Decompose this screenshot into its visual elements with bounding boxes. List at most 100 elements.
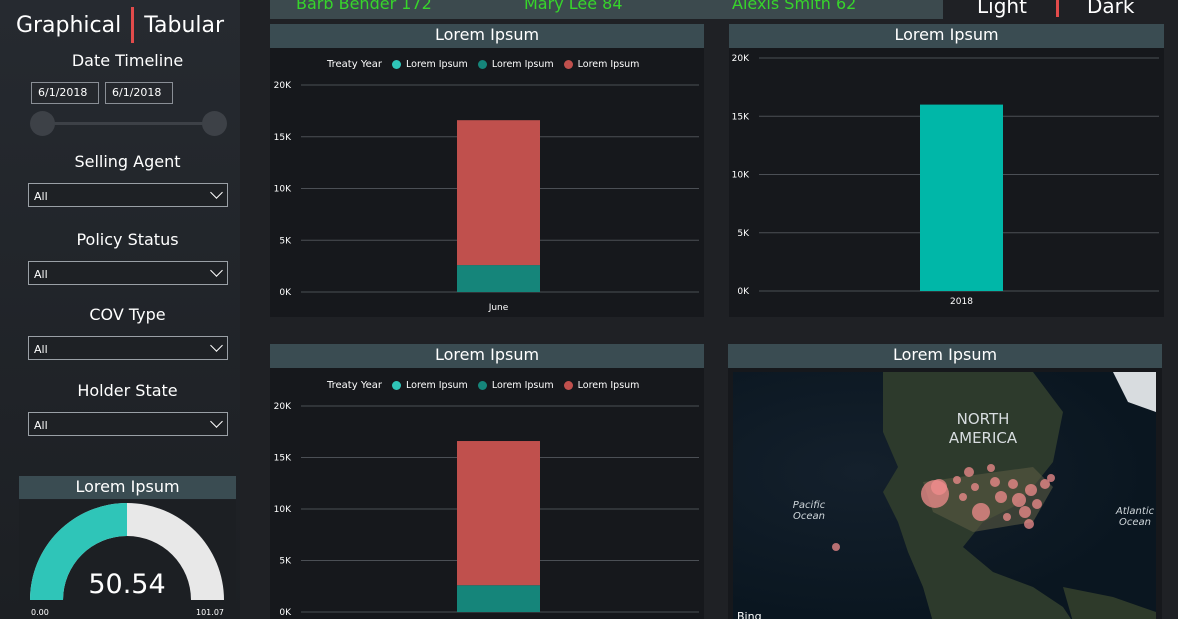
y-tick-label: 5K — [737, 229, 750, 239]
gauge-fill — [30, 503, 127, 600]
legend-item[interactable]: Lorem Ipsum — [392, 380, 468, 391]
stacked-bar-panel-bottom: Lorem Ipsum Treaty Year Lorem Ipsum Lore… — [270, 344, 704, 619]
map-panel: Lorem Ipsum NORTH AMERICA Pacific Ocean … — [728, 344, 1162, 619]
agent-ticker: Barb Bender 172 Mary Lee 84 Alexis Smith… — [270, 0, 943, 19]
map-continent-label: NORTH — [957, 410, 1010, 428]
map-bubble[interactable] — [959, 493, 967, 501]
legend-item[interactable]: Lorem Ipsum — [477, 59, 554, 70]
light-theme-button[interactable]: Light — [977, 0, 1027, 18]
map-ocean-label: Ocean — [793, 511, 825, 522]
legend-label: Lorem Ipsum — [577, 380, 640, 391]
map-bubble[interactable] — [971, 483, 979, 491]
legend-dot — [477, 381, 487, 390]
map-bubble[interactable] — [964, 467, 974, 477]
map-view[interactable]: NORTH AMERICA Pacific Ocean Atlantic Oce… — [733, 372, 1156, 619]
y-tick-label: 0K — [737, 287, 750, 297]
chevron-down-icon — [210, 264, 223, 277]
y-tick-label: 0K — [279, 288, 292, 298]
selling-agent-title: Selling Agent — [74, 152, 181, 171]
map-bubble[interactable] — [1025, 484, 1037, 496]
holder-state-dropdown[interactable]: All — [28, 412, 228, 436]
map-bubble[interactable] — [972, 503, 990, 521]
map-bubble[interactable] — [990, 477, 1000, 487]
date-slider-start-handle[interactable] — [30, 111, 55, 136]
holder-state-title: Holder State — [77, 381, 178, 400]
legend-dot — [392, 381, 401, 390]
map-bubble-layer — [832, 464, 1055, 551]
map-bubble[interactable] — [1040, 479, 1050, 489]
y-tick-label: 10K — [732, 171, 750, 181]
legend-label: Lorem Ipsum — [577, 59, 640, 70]
chevron-down-icon — [210, 415, 223, 428]
stacked-bar-chart: 0K 5K 10K 15K 20K June — [274, 81, 699, 313]
legend-label: Lorem Ipsum — [491, 380, 554, 391]
date-timeline-title: Date Timeline — [71, 51, 184, 70]
gauge-min-label: 0.00 — [31, 608, 49, 617]
y-tick-label: 10K — [274, 505, 292, 515]
map-bubble[interactable] — [953, 476, 961, 484]
map-ocean-label: Ocean — [1119, 517, 1151, 528]
map-bubble[interactable] — [1032, 499, 1042, 509]
end-date-input[interactable]: 6/1/2018 — [105, 82, 173, 104]
panel-title: Lorem Ipsum — [728, 344, 1162, 368]
map-bubble[interactable] — [1019, 506, 1031, 518]
selling-agent-dropdown[interactable]: All — [28, 183, 228, 207]
stacked-bar-panel-top: Lorem Ipsum Treaty Year Lorem Ipsum Lore… — [270, 24, 704, 317]
map-bubble[interactable] — [1047, 474, 1055, 482]
date-slider-end-handle[interactable] — [202, 111, 227, 136]
start-date-input[interactable]: 6/1/2018 — [31, 82, 99, 104]
bar-segment[interactable] — [457, 265, 540, 292]
legend-item[interactable]: Lorem Ipsum — [563, 380, 640, 391]
gauge-title: Lorem Ipsum — [19, 476, 236, 499]
map-bubble[interactable] — [931, 479, 947, 495]
theme-switch-divider — [1056, 0, 1059, 17]
dark-theme-button[interactable]: Dark — [1087, 0, 1135, 18]
y-tick-label: 0K — [279, 608, 292, 618]
cov-type-title: COV Type — [89, 305, 166, 324]
legend-dot — [477, 60, 487, 69]
map-bubble[interactable] — [832, 543, 840, 551]
gauge-chart: 50.54 0.00 101.07 — [19, 500, 236, 619]
bar-segment[interactable] — [457, 120, 540, 266]
bar-segment[interactable] — [457, 441, 540, 586]
gauge-max-label: 101.07 — [196, 608, 224, 617]
y-tick-label: 20K — [274, 402, 292, 412]
chevron-down-icon — [210, 339, 223, 352]
policy-status-dropdown[interactable]: All — [28, 261, 228, 285]
map-bubble[interactable] — [995, 491, 1007, 503]
map-bubble[interactable] — [1012, 493, 1026, 507]
y-tick-label: 20K — [732, 54, 750, 64]
tabular-view-button[interactable]: Tabular — [144, 12, 225, 38]
bar-segment[interactable] — [920, 104, 1003, 291]
map-provider-logo: Bing — [737, 610, 762, 619]
y-tick-label: 10K — [274, 185, 292, 195]
legend-title: Treaty Year — [327, 380, 382, 391]
legend-item[interactable]: Lorem Ipsum — [392, 59, 468, 70]
y-tick-label: 5K — [279, 557, 292, 567]
date-slider-track[interactable] — [42, 122, 214, 125]
policy-status-title: Policy Status — [76, 230, 179, 249]
legend-dot — [563, 60, 573, 69]
legend-dot — [392, 60, 401, 69]
graphical-view-button[interactable]: Graphical — [15, 12, 122, 38]
bar-segment[interactable] — [457, 585, 540, 612]
greenland-landmass — [1113, 372, 1156, 412]
map-bubble[interactable] — [1003, 513, 1011, 521]
map-bubble[interactable] — [1008, 479, 1018, 489]
map-bubble[interactable] — [1024, 519, 1034, 529]
legend-title: Treaty Year — [327, 59, 382, 70]
agent-ticker-item: Barb Bender 172 — [296, 0, 432, 13]
map-ocean-label: Atlantic — [1115, 506, 1155, 517]
agent-ticker-item: Alexis Smith 62 — [732, 0, 857, 13]
cov-type-dropdown[interactable]: All — [28, 336, 228, 360]
bar-chart: 0K 5K 10K 15K 20K 2018 — [732, 54, 1159, 307]
map-bubble[interactable] — [987, 464, 995, 472]
legend-item[interactable]: Lorem Ipsum — [477, 380, 554, 391]
agent-ticker-item: Mary Lee 84 — [524, 0, 623, 13]
policy-status-value: All — [34, 268, 48, 281]
chart-legend: Treaty Year Lorem Ipsum Lorem Ipsum Lore… — [327, 59, 639, 70]
legend-item[interactable]: Lorem Ipsum — [563, 59, 640, 70]
y-tick-label: 15K — [274, 133, 292, 143]
y-tick-label: 5K — [279, 236, 292, 246]
theme-switch: Light Dark — [944, 0, 1178, 19]
